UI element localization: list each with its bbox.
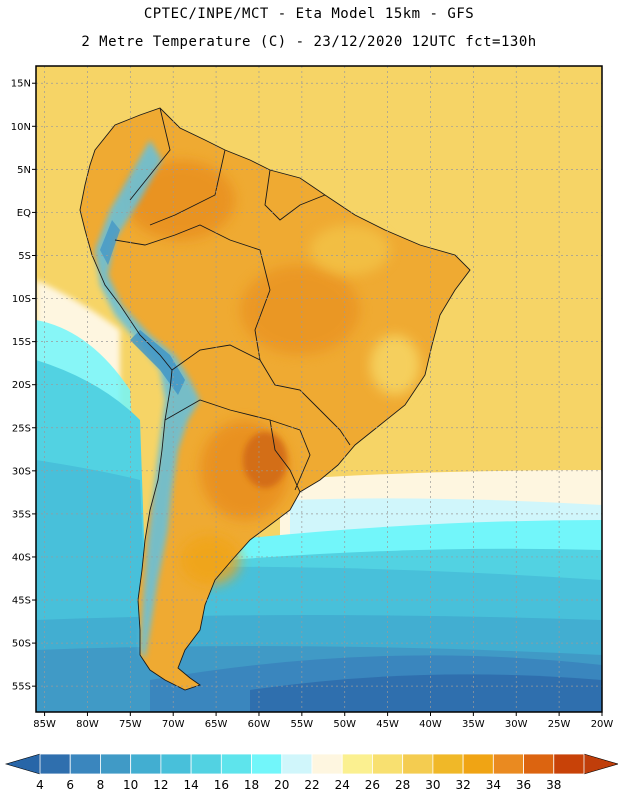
lon-tick-label: 50W [333,719,356,730]
country-borders [79,107,471,691]
lat-tick-label: 30S [12,466,31,477]
map-field [36,66,602,712]
colorbar-swatch [281,753,313,775]
colorbar-label: 22 [304,778,319,792]
colorbar-label: 38 [546,778,561,792]
andes-cold-band [95,140,200,660]
colorbar-label: 26 [365,778,380,792]
colorbar-swatch [432,753,464,775]
colorbar-label: 8 [97,778,105,792]
colorbar-label: 6 [66,778,74,792]
colorbar-swatch [341,753,373,775]
colorbar-swatch [311,753,343,775]
lat-tick-label: 25S [12,423,31,434]
lat-lon-grid [36,66,603,712]
lat-tick-label: 10S [12,294,31,305]
colorbar-swatch [372,753,404,775]
lon-tick-label: 80W [76,719,99,730]
lat-tick-label: 35S [12,509,31,520]
colorbar-swatch [220,753,252,775]
colorbar-swatch [69,753,101,775]
colorbar: 4 6 8 10 12 14 16 18 20 22 24 26 28 30 32 34 36 38 [4,753,618,792]
lon-tick-label: 65W [205,719,228,730]
lon-tick-label: 45W [376,719,399,730]
lon-tick-label: 55W [291,719,314,730]
lat-tick-label: 5N [17,165,31,176]
lon-tick-label: 60W [248,719,271,730]
colorbar-label: 28 [395,778,410,792]
colorbar-high-arrow [583,753,618,775]
colorbar-swatch [492,753,524,775]
colorbar-low-arrow [4,753,41,775]
colorbar-swatch [402,753,434,775]
lon-tick-label: 35W [462,719,485,730]
lat-tick-label: 5S [18,251,31,262]
colorbar-label: 20 [274,778,289,792]
map-frame [35,65,603,713]
lon-tick-label: 30W [505,719,528,730]
colorbar-swatch [251,753,283,775]
lon-tick-label: 40W [419,719,442,730]
map-title-line-2: 2 Metre Temperature (C) - 23/12/2020 12U… [81,34,537,50]
lat-tick-label: 15N [11,79,31,90]
lat-tick-label: 15S [12,337,31,348]
lon-tick-label: 25W [548,719,571,730]
lat-tick-label: EQ [17,208,31,219]
colorbar-label: 24 [335,778,350,792]
colorbar-swatch [523,753,555,775]
colorbar-swatch [462,753,494,775]
colorbar-swatch [160,753,192,775]
longitude-labels: 85W 80W 75W 70W 65W 60W 55W 50W 45W 40W 35W 30W 25W 2… [33,712,613,730]
lon-tick-label: 70W [162,719,185,730]
colorbar-label: 30 [425,778,440,792]
lat-tick-label: 50S [12,639,31,650]
map-title-line-1: CPTEC/INPE/MCT - Eta Model 15km - GFS [143,6,475,22]
colorbar-label: 32 [455,778,470,792]
lon-tick-label: 85W [33,719,56,730]
lat-tick-label: 45S [12,596,31,607]
colorbar-swatch [100,753,132,775]
colorbar-label: 12 [153,778,168,792]
colorbar-label: 16 [214,778,229,792]
lat-tick-label: 20S [12,380,31,391]
lat-tick-label: 40S [12,552,31,563]
colorbar-swatch [130,753,162,775]
colorbar-label: 36 [516,778,531,792]
colorbar-label: 4 [36,778,44,792]
lon-tick-label: 75W [119,719,142,730]
lon-tick-label: 20W [591,719,614,730]
colorbar-label: 18 [244,778,259,792]
lat-tick-label: 10N [11,122,31,133]
lat-tick-label: 55S [12,682,31,693]
colorbar-label: 34 [486,778,501,792]
colorbar-label: 10 [123,778,138,792]
colorbar-swatch [190,753,222,775]
colorbar-swatch [553,753,585,775]
colorbar-label: 14 [183,778,198,792]
latitude-labels: 15N 10N 5N EQ 5S 10S 15S 20S 25S 30S 35S 40S 45S 50S 5… [11,79,36,693]
colorbar-swatch [39,753,71,775]
